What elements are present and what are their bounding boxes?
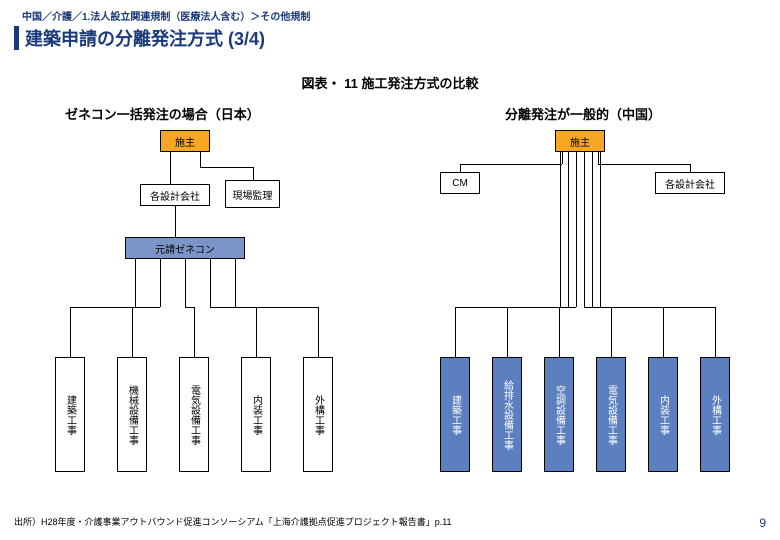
page-title: 建築申請の分離発注方式 (3/4) xyxy=(25,25,265,51)
connector-line xyxy=(460,164,461,172)
left-work-box-2: 電気設備工事 xyxy=(179,357,209,472)
connector-line xyxy=(210,259,211,307)
connector-line xyxy=(576,152,577,307)
right-work-box-0: 建築工事 xyxy=(440,357,470,472)
breadcrumb: 中国／介護／1.法人設立関連規制（医療法人含む）＞その他規制 xyxy=(0,0,780,25)
chart-title: 図表・ 11 施工発注方式の比較 xyxy=(0,73,780,92)
connector-line xyxy=(562,152,563,164)
connector-line xyxy=(235,259,236,307)
right-cm-box: CM xyxy=(440,172,480,194)
footnote: 出所）H28年度・介護事業アウトバウンド促進コンソーシアム「上海介護拠点促進プロ… xyxy=(14,515,452,528)
connector-line xyxy=(611,307,612,357)
connector-line xyxy=(318,307,319,357)
connector-line xyxy=(132,307,133,357)
connector-line xyxy=(200,152,201,167)
left-work-box-3: 内装工事 xyxy=(241,357,271,472)
connector-line xyxy=(200,167,253,168)
diagram-area: ゼネコン一括発注の場合（日本）施主各設計会社現場監理元請ゼネコン建築工事機械設備… xyxy=(10,92,770,482)
right-work-box-2: 空調設備工事 xyxy=(544,357,574,472)
right-work-box-1: 給排水設備工事 xyxy=(492,357,522,472)
connector-line xyxy=(135,259,136,307)
connector-line xyxy=(132,307,160,308)
left-design-box: 各設計会社 xyxy=(140,184,210,206)
left-work-box-4: 外構工事 xyxy=(303,357,333,472)
right-header: 分離発注が一般的（中国） xyxy=(505,104,661,123)
right-work-box-3: 電気設備工事 xyxy=(596,357,626,472)
page-number: 9 xyxy=(759,516,766,530)
connector-line xyxy=(690,164,691,172)
title-wrap: 建築申請の分離発注方式 (3/4) xyxy=(0,25,780,51)
right-design-box: 各設計会社 xyxy=(655,172,725,194)
connector-line xyxy=(598,152,599,164)
connector-line xyxy=(600,307,715,308)
connector-line xyxy=(559,307,576,308)
connector-line xyxy=(592,152,593,307)
connector-line xyxy=(560,152,561,307)
connector-line xyxy=(455,307,456,357)
left-work-box-1: 機械設備工事 xyxy=(117,357,147,472)
connector-line xyxy=(194,307,195,357)
connector-line xyxy=(70,307,135,308)
connector-line xyxy=(715,307,716,357)
right-owner-box: 施主 xyxy=(555,130,605,152)
connector-line xyxy=(235,307,318,308)
connector-line xyxy=(256,307,257,357)
connector-line xyxy=(170,152,171,184)
connector-line xyxy=(559,307,560,357)
connector-line xyxy=(600,152,601,307)
connector-line xyxy=(460,164,562,165)
left-work-box-0: 建築工事 xyxy=(55,357,85,472)
left-header: ゼネコン一括発注の場合（日本） xyxy=(65,104,260,123)
connector-line xyxy=(663,307,664,357)
left-gc-box: 元請ゼネコン xyxy=(125,237,245,259)
right-work-box-4: 内装工事 xyxy=(648,357,678,472)
connector-line xyxy=(568,152,569,307)
right-work-box-5: 外構工事 xyxy=(700,357,730,472)
connector-line xyxy=(70,307,71,357)
connector-line xyxy=(185,307,194,308)
connector-line xyxy=(185,259,186,307)
left-owner-box: 施主 xyxy=(160,130,210,152)
connector-line xyxy=(507,307,508,357)
title-accent-bar xyxy=(14,26,19,50)
connector-line xyxy=(584,152,585,307)
connector-line xyxy=(253,167,254,180)
connector-line xyxy=(598,164,690,165)
left-supervision-box: 現場監理 xyxy=(225,180,280,208)
connector-line xyxy=(160,259,161,307)
connector-line xyxy=(175,206,176,237)
